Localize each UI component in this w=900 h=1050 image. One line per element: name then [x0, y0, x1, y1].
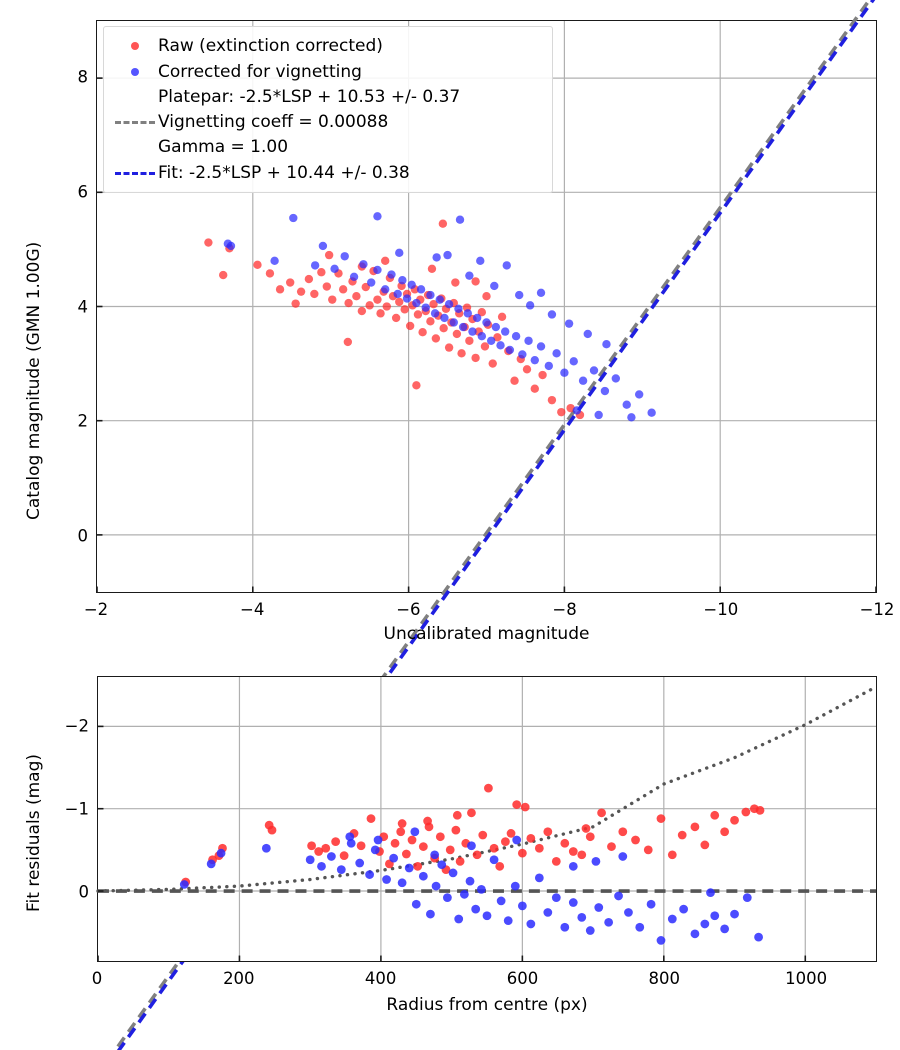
x-tick-label: 200	[223, 969, 255, 988]
legend: Raw (extinction corrected) Corrected for …	[103, 26, 553, 193]
legend-marker-dashed-line	[112, 121, 158, 124]
x-tick-label: −6	[396, 600, 421, 619]
y-tick-label: −2	[64, 716, 89, 736]
legend-marker-dashed-line	[112, 171, 158, 175]
x-tick-label: 600	[506, 969, 539, 988]
x-tick-label: −4	[240, 600, 265, 619]
legend-marker-dot	[112, 68, 158, 76]
legend-label: Corrected for vignetting	[158, 61, 362, 82]
legend-item: Fit: -2.5*LSP + 10.44 +/- 0.38	[112, 160, 543, 186]
y-tick-label: 6	[77, 182, 89, 202]
legend-item: Raw (extinction corrected)	[112, 33, 543, 59]
x-tick-label: 0	[91, 969, 103, 988]
legend-label: Fit: -2.5*LSP + 10.44 +/- 0.38	[158, 162, 410, 183]
x-tick-label: −10	[703, 600, 739, 619]
y-tick-label: −1	[64, 799, 89, 819]
y-tick-label: 0	[77, 526, 89, 546]
x-tick-label: 800	[648, 969, 681, 988]
legend-label: Platepar: -2.5*LSP + 10.53 +/- 0.37 Vign…	[158, 87, 461, 157]
y-tick-label: 2	[77, 411, 89, 431]
y-tick-label: 4	[77, 297, 89, 316]
x-tick-label: −12	[859, 600, 895, 619]
legend-label: Raw (extinction corrected)	[158, 35, 383, 56]
top-y-axis-label: Catalog magnitude (GMN 1.00G)	[24, 241, 44, 520]
x-tick-label: −2	[83, 600, 109, 619]
y-tick-label: 0	[78, 882, 90, 902]
legend-marker-dot	[112, 42, 158, 50]
x-tick-label: 400	[364, 969, 397, 988]
bottom-y-axis-label: Fit residuals (mag)	[24, 754, 44, 912]
legend-item: Platepar: -2.5*LSP + 10.53 +/- 0.37 Vign…	[112, 85, 543, 160]
bottom-x-axis-label: Radius from centre (px)	[386, 995, 588, 1015]
fit-residuals-plot	[96, 676, 878, 962]
legend-item: Corrected for vignetting	[112, 59, 543, 85]
y-tick-label: 8	[77, 67, 89, 87]
x-tick-label: 1000	[785, 969, 828, 988]
x-tick-label: −8	[552, 600, 577, 619]
residuals-plot-canvas	[96, 677, 878, 961]
top-x-axis-label: Uncalibrated magnitude	[383, 624, 590, 644]
